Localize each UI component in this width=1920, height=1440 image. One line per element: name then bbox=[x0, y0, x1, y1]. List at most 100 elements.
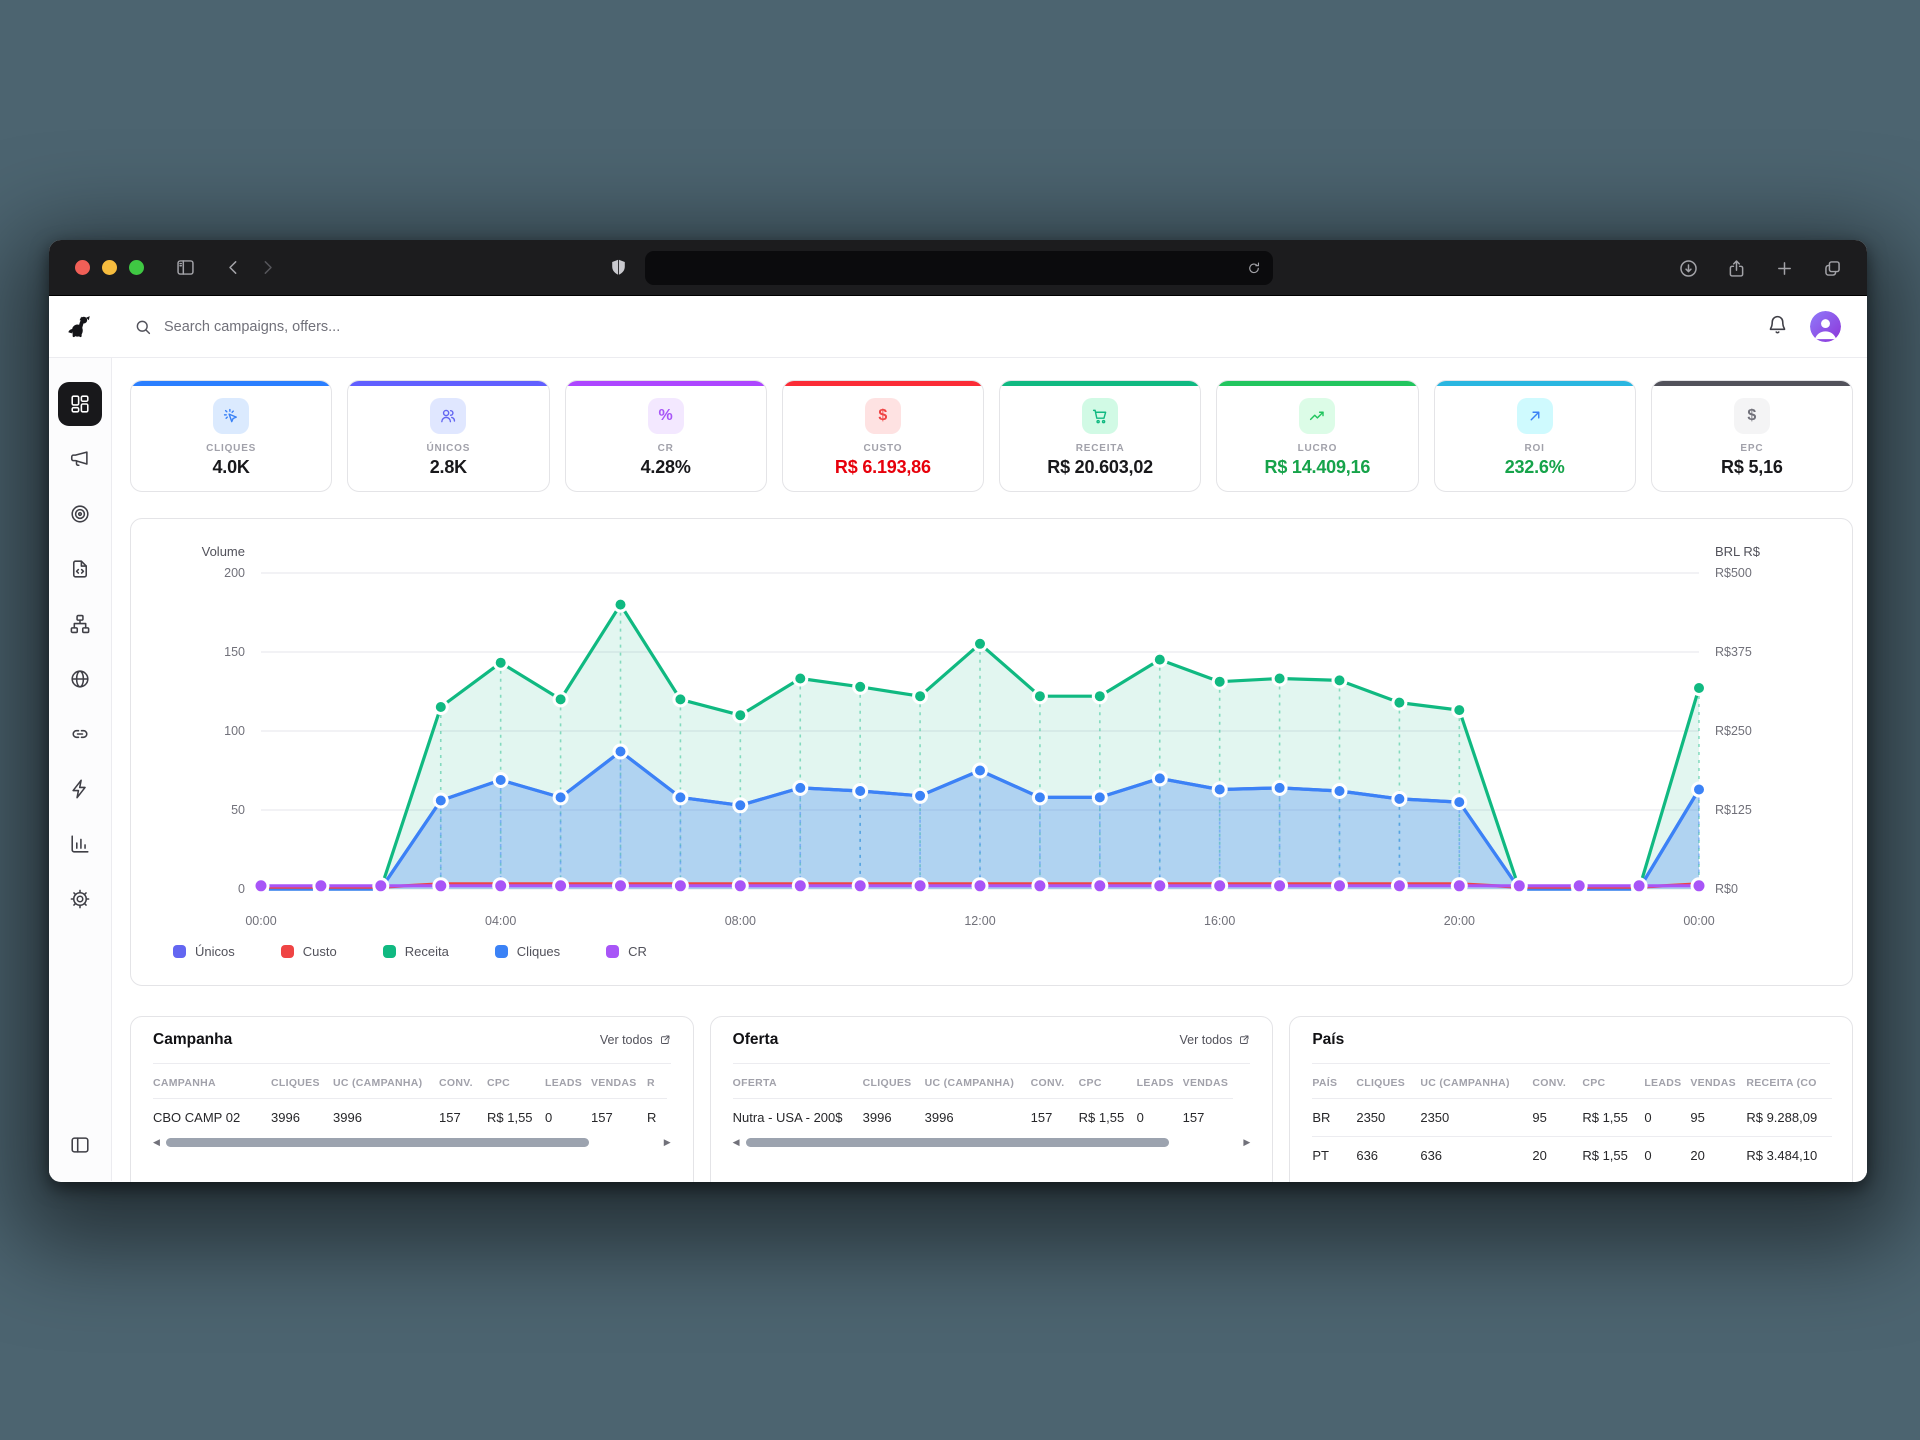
column-header: CPC bbox=[1582, 1077, 1606, 1089]
kpi-value: 232.6% bbox=[1504, 457, 1565, 477]
column-header: LEADS bbox=[1136, 1077, 1174, 1089]
reload-icon[interactable] bbox=[1237, 251, 1271, 285]
legend-item-receita[interactable]: Receita bbox=[382, 944, 449, 959]
sidebar-item-domains[interactable] bbox=[58, 657, 102, 701]
table-cell: 20 bbox=[1690, 1136, 1747, 1174]
column-header: LEADS bbox=[1644, 1077, 1682, 1089]
legend-label: Receita bbox=[404, 944, 449, 959]
legend-label: CR bbox=[628, 944, 647, 959]
table-card-pas: País PAÍS CLIQUES UC (CAMPANHA) CONV. CPC LEAD… bbox=[1289, 1016, 1854, 1182]
traffic-chart-card: 0 R$0 50 R$125 100 R$250 150 R$375 200 R$500 Volum… bbox=[130, 518, 1853, 986]
legend-label: Únicos bbox=[195, 944, 235, 959]
scrollbar-thumb[interactable] bbox=[745, 1138, 1169, 1147]
scrollbar-thumb[interactable] bbox=[165, 1138, 589, 1147]
sidebar-item-dashboard[interactable] bbox=[58, 382, 102, 426]
search-input[interactable] bbox=[164, 318, 584, 335]
users-icon bbox=[441, 409, 456, 423]
scroll-left-arrow[interactable]: ◀ bbox=[732, 1137, 740, 1147]
shield-icon[interactable] bbox=[601, 251, 635, 285]
sidebar-collapse-button[interactable] bbox=[58, 1123, 102, 1167]
kpi-label: CR bbox=[657, 443, 674, 454]
downloads-icon[interactable] bbox=[1671, 251, 1705, 285]
table-cell: 95 bbox=[1690, 1098, 1747, 1137]
legend-item-cliques[interactable]: Cliques bbox=[494, 944, 560, 959]
tab-overview-icon[interactable] bbox=[1815, 251, 1849, 285]
table-row[interactable]: CBO CAMP 02 3996 3996 157 R$ 1,55 0 157 R bbox=[153, 1098, 667, 1136]
kpi-label: CUSTO bbox=[863, 443, 903, 454]
sidebar-item-settings[interactable] bbox=[58, 877, 102, 921]
legend-item-custo[interactable]: Custo bbox=[280, 944, 337, 959]
dog-logo-icon bbox=[68, 316, 90, 338]
column-header: VENDAS bbox=[1690, 1077, 1736, 1089]
legend-item-cr[interactable]: CR bbox=[606, 944, 647, 959]
table-cell: 636 bbox=[1356, 1136, 1421, 1174]
forward-icon[interactable] bbox=[250, 251, 284, 285]
column-header: CLIQUES bbox=[1356, 1077, 1406, 1089]
table-cell: 2350 bbox=[1356, 1098, 1421, 1137]
kpi-label: ÚNICOS bbox=[426, 443, 471, 454]
share-icon[interactable] bbox=[1719, 251, 1753, 285]
column-header: CONV. bbox=[1532, 1077, 1567, 1089]
sidebar-item-landing-pages[interactable] bbox=[58, 547, 102, 591]
table-cell: R bbox=[647, 1098, 667, 1136]
table-cell: 3996 bbox=[862, 1098, 925, 1136]
scroll-right-arrow[interactable]: ▶ bbox=[1243, 1137, 1251, 1147]
kpi-chip bbox=[1516, 398, 1553, 434]
file-code-icon bbox=[72, 560, 88, 578]
column-header: VENDAS bbox=[1182, 1077, 1229, 1089]
kpi-value: 4.28% bbox=[640, 457, 691, 477]
table-cell: 0 bbox=[1644, 1098, 1691, 1137]
close-window-button[interactable] bbox=[75, 260, 90, 275]
view-all-link[interactable]: Ver todos bbox=[1180, 1033, 1251, 1047]
target-icon bbox=[71, 505, 89, 523]
external-link-icon bbox=[1240, 1035, 1249, 1044]
arrow-up-right-icon bbox=[1530, 411, 1540, 421]
svg-text:08:00: 08:00 bbox=[725, 914, 756, 928]
table-cell: 0 bbox=[1136, 1098, 1183, 1136]
scrollbar-track[interactable] bbox=[165, 1138, 658, 1147]
svg-text:R$0: R$0 bbox=[1715, 882, 1738, 896]
table-row[interactable]: PT 636 636 20 R$ 1,55 0 20 R$ 3.484,10 bbox=[1312, 1136, 1833, 1174]
zoom-window-button[interactable] bbox=[129, 260, 144, 275]
scroll-right-arrow[interactable]: ▶ bbox=[663, 1137, 671, 1147]
table-cell: BR bbox=[1312, 1098, 1357, 1137]
kpi-card-receita: RECEITA R$ 20.603,02 bbox=[999, 380, 1202, 492]
megaphone-icon bbox=[70, 451, 88, 467]
browser-sidebar-toggle-icon[interactable] bbox=[168, 251, 202, 285]
minimize-window-button[interactable] bbox=[102, 260, 117, 275]
legend-item-únicos[interactable]: Únicos bbox=[173, 944, 235, 959]
table-cell: 3996 bbox=[924, 1098, 1031, 1136]
table-row[interactable]: BR 2350 2350 95 R$ 1,55 0 95 R$ 9.288,09 bbox=[1312, 1098, 1833, 1137]
svg-text:16:00: 16:00 bbox=[1204, 914, 1235, 928]
notifications-bell-icon[interactable] bbox=[1767, 314, 1788, 340]
svg-text:04:00: 04:00 bbox=[485, 914, 516, 928]
view-all-link[interactable]: Ver todos bbox=[600, 1033, 671, 1047]
scrollbar-track[interactable] bbox=[745, 1138, 1238, 1147]
kpi-chip bbox=[213, 398, 250, 434]
back-icon[interactable] bbox=[216, 251, 250, 285]
column-header: CONV. bbox=[1030, 1077, 1065, 1089]
svg-text:R$375: R$375 bbox=[1715, 645, 1752, 659]
scroll-left-arrow[interactable]: ◀ bbox=[153, 1137, 160, 1147]
table-cell: R$ 9.288,09 bbox=[1746, 1098, 1833, 1137]
column-header: RECEITA (CO bbox=[1746, 1077, 1817, 1089]
sidebar-item-reports[interactable] bbox=[58, 822, 102, 866]
user-avatar[interactable] bbox=[1810, 311, 1841, 342]
column-header: UC (CAMPANHA) bbox=[333, 1077, 423, 1089]
kpi-card-cr: % CR 4.28% bbox=[564, 380, 767, 492]
link-icon bbox=[72, 729, 88, 739]
table-cell: 3996 bbox=[333, 1098, 439, 1136]
table-row[interactable]: Nutra - USA - 200$ 3996 3996 157 R$ 1,55 0 157 bbox=[732, 1098, 1233, 1136]
bar-chart-icon bbox=[71, 835, 89, 853]
sidebar-item-offers[interactable] bbox=[58, 492, 102, 536]
sidebar-item-links[interactable] bbox=[58, 712, 102, 756]
table-cell: 157 bbox=[1182, 1098, 1233, 1136]
sidebar-item-flows[interactable] bbox=[58, 602, 102, 646]
sidebar-item-campaigns[interactable] bbox=[58, 437, 102, 481]
sidebar-item-automations[interactable] bbox=[58, 767, 102, 811]
svg-text:Volume: Volume bbox=[202, 544, 245, 559]
kpi-chip bbox=[1299, 398, 1336, 434]
url-bar[interactable] bbox=[645, 251, 1273, 285]
new-tab-icon[interactable] bbox=[1767, 251, 1801, 285]
app-logo[interactable] bbox=[49, 313, 112, 340]
